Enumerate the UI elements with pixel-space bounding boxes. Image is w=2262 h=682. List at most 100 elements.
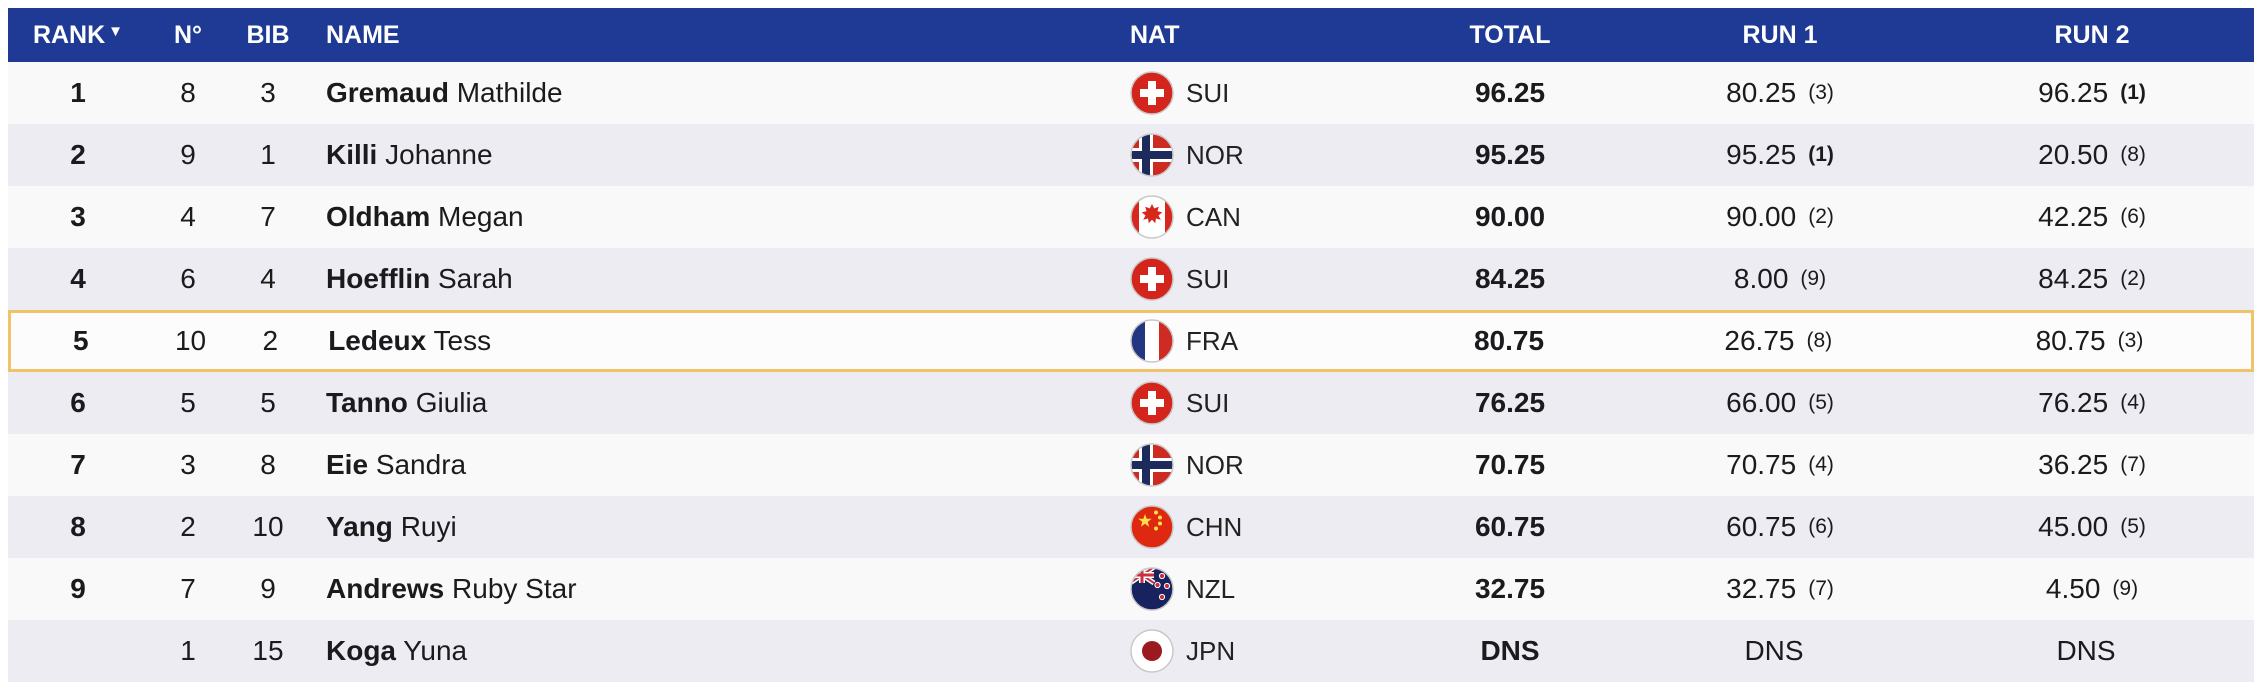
total-score-cell: DNS [1480,635,1540,666]
header-nat-label: NAT [1130,20,1180,49]
table-row[interactable]: 5 10 2 Ledeux Tess FRA 80.75 26.75 (8) 80… [8,310,2254,372]
athlete-last-name: Yang [326,511,393,542]
nation-code: CAN [1186,201,1241,232]
start-number-cell: 2 [180,511,196,542]
table-row[interactable]: 7 3 8 Eie Sandra NOR 70.75 70.75 (4) 36.2… [8,434,2254,496]
athlete-name-cell: Koga Yuna [308,635,1120,667]
run1-rank: (1) [1808,143,1834,166]
run2-rank: (7) [2120,453,2146,476]
results-table-header: RANK ▼ N° BIB NAME NAT TOTAL RUN 1 RUN 2 [8,8,2254,62]
run1-rank: (9) [1800,267,1827,290]
run1-score: 32.75 [1726,573,1797,604]
athlete-first-name: Sarah [438,263,513,294]
run2-cell: 42.25 (6) [1930,201,2254,233]
nation-cell: CAN [1120,195,1390,239]
table-row[interactable]: 3 4 7 Oldham Megan CAN 90.00 90.00 (2) 42… [8,186,2254,248]
athlete-first-name: Yuna [403,635,468,666]
header-name-label: NAME [326,20,400,49]
rank-cell: 8 [70,511,86,542]
bib-cell: 10 [252,511,284,542]
athlete-name-cell: Ledeux Tess [310,325,1120,357]
run2-cell: 20.50 (8) [1930,139,2254,171]
run1-score: 70.75 [1726,449,1797,480]
nation-cell: SUI [1120,381,1390,425]
nation-cell: JPN [1120,629,1390,673]
run1-cell: 32.75 (7) [1630,573,1930,605]
run1-cell: 90.00 (2) [1630,201,1930,233]
athlete-name-cell: Killi Johanne [308,139,1120,171]
run1-score: DNS [1744,635,1804,666]
athlete-last-name: Ledeux [328,325,427,356]
run1-rank: (8) [1806,329,1833,352]
run2-score: 4.50 [2045,573,2101,604]
run1-score: 80.25 [1726,77,1797,108]
header-run2-label: RUN 2 [2054,20,2130,49]
flag-icon-nor [1130,133,1174,177]
run2-cell: 36.25 (7) [1930,449,2254,481]
table-row[interactable]: 6 5 5 Tanno Giulia SUI 76.25 66.00 (5) 76… [8,372,2254,434]
flag-icon-fra [1130,319,1174,363]
rank-cell: 4 [70,263,86,294]
run1-rank: (7) [1808,577,1834,600]
flag-icon-jpn [1130,629,1174,673]
run2-score: 84.25 [2038,263,2109,294]
nation-code: NOR [1186,449,1244,480]
athlete-name-cell: Andrews Ruby Star [308,573,1120,605]
athlete-name-cell: Eie Sandra [308,449,1120,481]
start-number-cell: 6 [180,263,196,294]
table-row[interactable]: 9 7 9 Andrews Ruby Star NZL 32.75 32.75 (… [8,558,2254,620]
run1-rank: (3) [1808,81,1834,104]
rank-cell: 5 [73,325,89,356]
flag-icon-can [1130,195,1174,239]
flag-icon-chn [1130,505,1174,549]
nation-cell: NOR [1120,133,1390,177]
header-rank[interactable]: RANK ▼ [8,21,148,50]
run1-rank: (6) [1808,515,1834,538]
nation-cell: CHN [1120,505,1390,549]
table-row[interactable]: 4 6 4 Hoefflin Sarah SUI 84.25 8.00 (9) 8… [8,248,2254,310]
table-row[interactable]: 2 9 1 Killi Johanne NOR 95.25 95.25 (1) 2… [8,124,2254,186]
athlete-name-cell: Hoefflin Sarah [308,263,1120,295]
table-row[interactable]: 1 15 Koga Yuna JPN DNS DNS DNS [8,620,2254,682]
header-number[interactable]: N° [148,21,228,50]
header-total-label: TOTAL [1469,20,1551,49]
start-number-cell: 1 [180,635,196,666]
rank-cell: 6 [70,387,86,418]
athlete-name-cell: Tanno Giulia [308,387,1120,419]
bib-cell: 4 [260,263,276,294]
header-run2[interactable]: RUN 2 [1930,21,2254,50]
run1-rank: (2) [1808,205,1834,228]
athlete-last-name: Tanno [326,387,408,418]
run2-cell: 45.00 (5) [1930,511,2254,543]
header-run1[interactable]: RUN 1 [1630,21,1930,50]
run2-cell: 84.25 (2) [1930,263,2254,295]
run1-score: 60.75 [1726,511,1797,542]
header-name[interactable]: NAME [308,21,1120,50]
athlete-first-name: Ruby Star [452,573,577,604]
total-score-cell: 80.75 [1473,325,1545,356]
bib-cell: 8 [260,449,276,480]
table-row[interactable]: 1 8 3 Gremaud Mathilde SUI 96.25 80.25 (3… [8,62,2254,124]
run1-score: 66.00 [1726,387,1797,418]
header-total[interactable]: TOTAL [1390,21,1630,50]
rank-cell: 7 [70,449,86,480]
bib-cell: 1 [260,139,276,170]
total-score-cell: 84.25 [1474,263,1546,294]
athlete-last-name: Oldham [326,201,431,232]
run2-rank: (6) [2120,205,2146,228]
bib-cell: 7 [260,201,276,232]
total-score-cell: 90.00 [1474,201,1546,232]
run2-cell: DNS [1930,635,2254,667]
table-row[interactable]: 8 2 10 Yang Ruyi CHN 60.75 60.75 (6) 45.0… [8,496,2254,558]
nation-code: FRA [1186,325,1239,356]
total-score-cell: 95.25 [1474,139,1546,170]
header-nat[interactable]: NAT [1120,21,1390,50]
nation-cell: NOR [1120,443,1390,487]
header-bib[interactable]: BIB [228,21,308,50]
flag-icon-nor [1130,443,1174,487]
athlete-last-name: Hoefflin [326,263,431,294]
flag-icon-sui [1130,257,1174,301]
run2-rank: (8) [2120,143,2146,166]
athlete-first-name: Giulia [415,387,488,418]
nation-code: NZL [1186,573,1236,604]
